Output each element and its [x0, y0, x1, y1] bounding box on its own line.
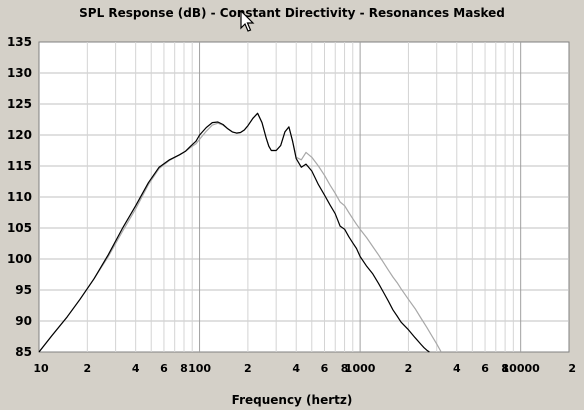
x-tick-label: 10000 [502, 362, 541, 375]
x-tick-label: 100 [188, 362, 211, 375]
x-tick-label: 4 [132, 362, 140, 375]
y-tick-label: 110 [7, 190, 32, 204]
x-tick-label: 8 [180, 362, 188, 375]
x-tick-label: 2 [405, 362, 413, 375]
x-tick-label: 2 [244, 362, 252, 375]
x-tick-label: 6 [481, 362, 489, 375]
y-tick-label: 90 [15, 314, 32, 328]
y-tick-labels: 135 130 125 120 115 110 105 100 95 90 85 [7, 35, 32, 359]
x-tick-label: 6 [321, 362, 329, 375]
y-tick-label: 105 [7, 221, 32, 235]
series-group [38, 112, 442, 353]
y-tick-label: 95 [15, 283, 32, 297]
x-tick-label: 2 [84, 362, 92, 375]
x-tick-label: 2 [568, 362, 576, 375]
y-tick-label: 100 [7, 252, 32, 266]
x-axis-label: Frequency (hertz) [231, 393, 353, 407]
y-tick-label: 135 [7, 35, 32, 49]
grid-lines [39, 42, 569, 352]
x-tick-label: 6 [160, 362, 168, 375]
x-tick-label: 4 [453, 362, 461, 375]
x-tick-label: 10 [33, 362, 49, 375]
y-tick-label: 115 [7, 159, 32, 173]
y-tick-label: 125 [7, 97, 32, 111]
series-line-primary [38, 112, 430, 353]
chart-title: SPL Response (dB) - Constant Directivity… [79, 6, 505, 20]
y-tick-label: 130 [7, 66, 32, 80]
mouse-cursor-icon [240, 10, 255, 32]
y-tick-label: 120 [7, 128, 32, 142]
x-tick-label: 8 [341, 362, 349, 375]
x-tick-label: 4 [292, 362, 300, 375]
y-tick-label: 85 [15, 345, 32, 359]
x-tick-label: 8 [501, 362, 509, 375]
x-tick-label: 1000 [345, 362, 376, 375]
